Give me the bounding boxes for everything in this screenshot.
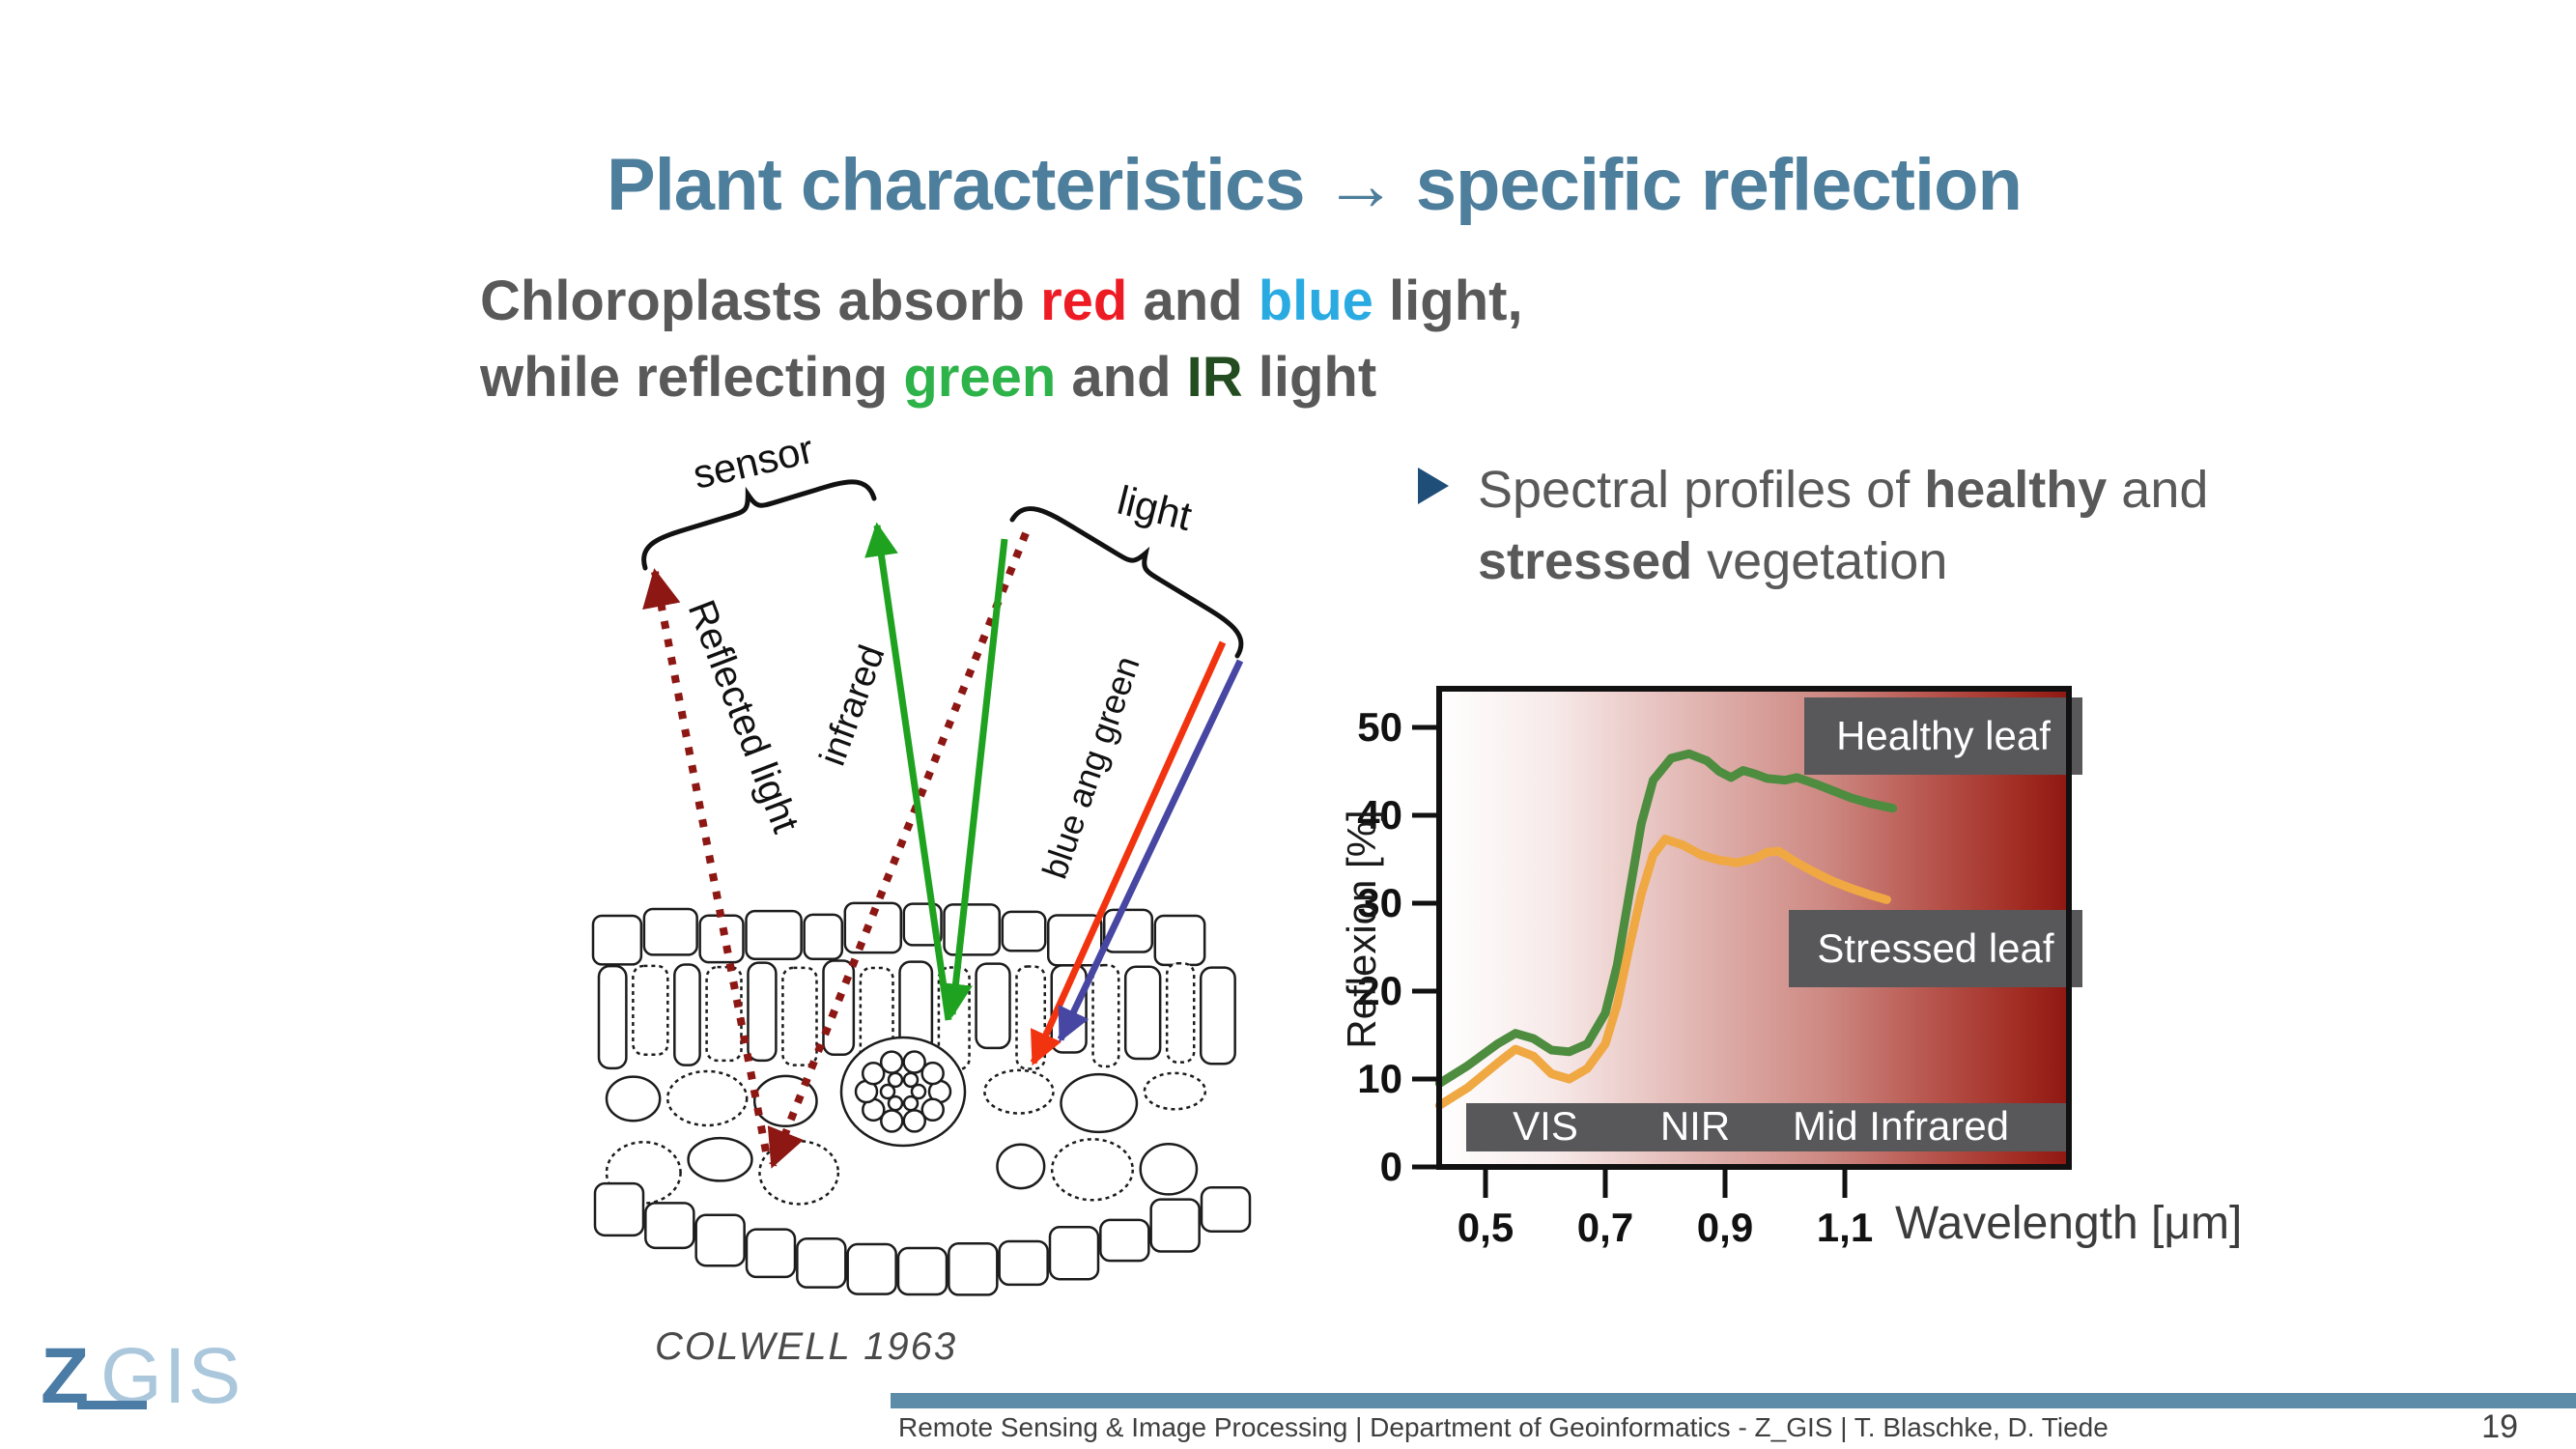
word-stressed: stressed — [1478, 532, 1693, 590]
band-label-mid-infrared: Mid Infrared — [1793, 1103, 2009, 1149]
spectral-band-bar — [1466, 1103, 2069, 1151]
subtitle-part: while reflecting — [480, 346, 904, 409]
leaf-reflection-diagram: sensor light Reflected light infrared bl… — [591, 426, 1252, 1296]
y-tick-label: 30 — [1357, 880, 1402, 925]
bullet-part: Spectral profiles of — [1478, 461, 1925, 519]
x-tick-label: 0,7 — [1577, 1205, 1633, 1250]
subtitle-part: and — [1056, 346, 1187, 409]
incoming-infrared-ray — [767, 531, 1030, 1169]
subtitle-text: Chloroplasts absorb red and blue light, … — [480, 263, 1523, 415]
reflected-green-ray — [864, 522, 952, 1021]
footer-accent-bar — [891, 1393, 2576, 1408]
healthy-leaf-label: Healthy leaf — [1836, 713, 2051, 758]
healthy-leaf-label-box — [1804, 697, 2082, 775]
slide-title: Plant characteristics → specific reflect… — [607, 144, 2023, 226]
subtitle-line-1: Chloroplasts absorb red and blue light, — [480, 263, 1523, 339]
bullet-arrow-icon — [1418, 468, 1449, 504]
light-rays — [642, 522, 1244, 1169]
subtitle-part: and — [1127, 270, 1259, 332]
stressed-leaf-curve — [1434, 835, 1891, 1110]
y-tick-label: 50 — [1357, 704, 1402, 750]
y-tick-label: 10 — [1357, 1056, 1402, 1101]
incoming-red-ray — [1030, 640, 1227, 1066]
bullet-line-1: Spectral profiles of healthy and — [1478, 454, 2208, 526]
x-tick-label: 0,5 — [1458, 1205, 1514, 1250]
x-tick-label: 0,9 — [1697, 1205, 1753, 1250]
x-axis-label: Wavelength [μm] — [1895, 1198, 2242, 1249]
light-label: light — [1113, 477, 1196, 539]
y-tick-label: 40 — [1357, 792, 1402, 838]
y-tick-label: 20 — [1357, 968, 1402, 1013]
stressed-leaf-label-box — [1789, 910, 2082, 987]
word-red: red — [1040, 270, 1128, 332]
infrared-label: infrared — [812, 640, 893, 771]
y-tick-label: 0 — [1380, 1144, 1402, 1189]
page-number: 19 — [2481, 1408, 2518, 1445]
bullet-part: and — [2107, 461, 2209, 519]
bullet-text: Spectral profiles of healthy and stresse… — [1478, 454, 2208, 597]
healthy-leaf-curve — [1434, 749, 1898, 1088]
bullet-part: vegetation — [1692, 532, 1948, 590]
subtitle-part: light, — [1373, 270, 1523, 332]
subtitle-part: Chloroplasts absorb — [480, 270, 1041, 332]
leaf-cross-section-sketch — [591, 901, 1252, 1296]
stressed-leaf-label: Stressed leaf — [1817, 925, 2053, 971]
x-tick-label: 1,1 — [1817, 1205, 1873, 1250]
footer-text: Remote Sensing & Image Processing | Depa… — [898, 1412, 2109, 1442]
reflected-infrared-ray — [642, 568, 770, 1152]
y-axis-label: Reflexion [%] — [1339, 810, 1384, 1048]
sensor-label: sensor — [689, 426, 817, 497]
band-label-vis: VIS — [1513, 1103, 1578, 1149]
word-green: green — [903, 346, 1057, 409]
incoming-green-ray — [939, 538, 1008, 1018]
spectral-profile-chart: VIS NIR Mid Infrared Healthy leaf Stress… — [1339, 686, 2242, 1250]
bullet-item: Spectral profiles of healthy and stresse… — [1418, 454, 2208, 597]
incoming-blue-ray — [1057, 659, 1244, 1043]
zgis-logo-underscore — [77, 1401, 147, 1409]
band-label-nir: NIR — [1660, 1103, 1730, 1149]
subtitle-part: light — [1242, 346, 1377, 409]
word-ir: IR — [1186, 346, 1243, 409]
chart-curves — [1434, 749, 1898, 1110]
chart-frame — [1436, 686, 2072, 1170]
bullet-line-2: stressed vegetation — [1478, 526, 2208, 597]
word-healthy: healthy — [1924, 461, 2108, 519]
word-blue: blue — [1258, 270, 1373, 332]
subtitle-line-2: while reflecting green and IR light — [480, 339, 1523, 415]
diagram-braces — [641, 479, 1244, 659]
chart-axis-ticks: 0 10 20 30 40 50 0,5 0,7 0,9 1,1 — [1357, 704, 1873, 1250]
source-caption: COLWELL 1963 — [655, 1325, 958, 1368]
